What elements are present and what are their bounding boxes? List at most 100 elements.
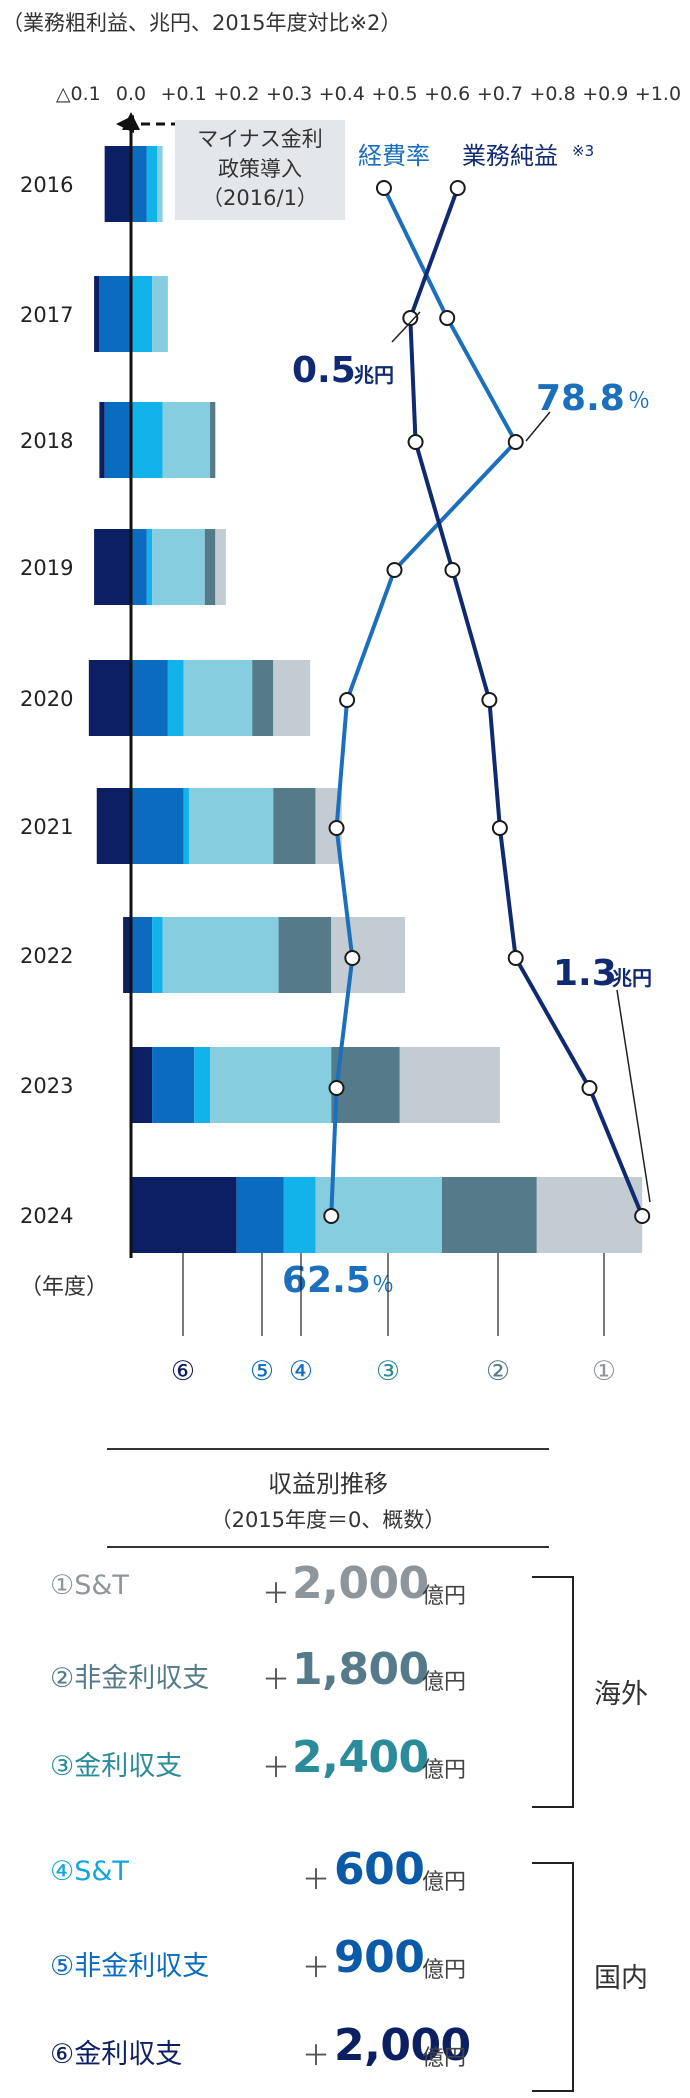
overseas-label: 海外 bbox=[594, 1679, 648, 1710]
row-plus: ＋ bbox=[302, 1863, 331, 1896]
bar-segment bbox=[283, 1177, 316, 1253]
table-subtitle: （2015年度＝0、概数） bbox=[210, 1508, 446, 1532]
year-label: 2017 bbox=[20, 303, 73, 327]
bar-segment bbox=[99, 402, 105, 478]
x-tick-label: +0.1 bbox=[161, 83, 207, 105]
bar-segment bbox=[183, 660, 253, 736]
segment-callout-number: ② bbox=[486, 1356, 510, 1387]
bar-segment bbox=[131, 146, 147, 222]
series-point bbox=[481, 692, 498, 708]
table-title: 収益別推移 bbox=[268, 1470, 388, 1498]
x-tick-label: +0.3 bbox=[266, 83, 312, 105]
bar-segment bbox=[188, 788, 274, 864]
bar-segment bbox=[536, 1177, 643, 1253]
row-plus: ＋ bbox=[262, 1663, 291, 1696]
row-label: ⑥金利収支 bbox=[50, 2039, 183, 2070]
bar-segment bbox=[88, 660, 131, 736]
series-point bbox=[634, 1208, 651, 1224]
domestic-bracket bbox=[532, 1862, 574, 2092]
bar-segment bbox=[131, 402, 163, 478]
bar-segment bbox=[210, 1047, 332, 1123]
callout-net-2024-value: 1.3 bbox=[553, 953, 617, 994]
callout-net-2017-unit: 兆円 bbox=[354, 363, 394, 387]
bar-segment bbox=[94, 529, 131, 605]
callout-ratio-2018-unit: ％ bbox=[628, 389, 650, 414]
line-legend: 経費率 業務純益 ※3 bbox=[358, 142, 594, 170]
policy-box bbox=[175, 120, 345, 220]
year-label: 2019 bbox=[20, 556, 73, 580]
series-point bbox=[328, 1080, 345, 1096]
row-plus: ＋ bbox=[302, 1951, 331, 1984]
x-axis-ticks: △0.1 0.0 +0.1 +0.2 +0.3 +0.4 +0.5 +0.6 +0.7 +0.8 +… bbox=[56, 83, 681, 105]
row-value: 900 bbox=[334, 1932, 425, 1983]
callout-ratio-2018-value: 78.8 bbox=[536, 378, 625, 419]
bar-segment bbox=[441, 1177, 537, 1253]
callout-ratio-2024-value: 62.5 bbox=[282, 1260, 371, 1301]
bar-segment bbox=[194, 1047, 211, 1123]
x-tick-label: +0.8 bbox=[530, 83, 576, 105]
row-unit: 億円 bbox=[422, 1958, 467, 1983]
x-tick-label: +0.4 bbox=[319, 83, 365, 105]
policy-line-1: マイナス金利 bbox=[197, 127, 323, 151]
bar-segment bbox=[146, 529, 153, 605]
year-label: 2024 bbox=[20, 1204, 73, 1228]
segment-callout-number: ⑥ bbox=[171, 1356, 195, 1387]
row-value: 2,400 bbox=[292, 1732, 429, 1783]
bar-segment bbox=[204, 529, 216, 605]
series-point bbox=[386, 562, 403, 578]
segment-callout-number: ① bbox=[592, 1356, 616, 1387]
revenue-chart: （業務粗利益、兆円、2015年度対比※2） △0.1 0.0 +0.1 +0.2 +0.… bbox=[2, 11, 681, 1387]
bar-segment bbox=[131, 1047, 153, 1123]
row-unit: 億円 bbox=[422, 1670, 467, 1695]
series-point bbox=[449, 180, 466, 196]
callout-ratio-2024-unit: ％ bbox=[372, 1273, 394, 1298]
bar-segment bbox=[152, 529, 205, 605]
row-label: ④S&T bbox=[50, 1856, 129, 1887]
segment-callout-number: ④ bbox=[289, 1356, 313, 1387]
x-tick-label: +0.6 bbox=[424, 83, 470, 105]
row-label: ⑤非金利収支 bbox=[50, 1951, 210, 1982]
row-value: 2,000 bbox=[292, 1558, 429, 1609]
year-labels: 2016 2017 2018 2019 2020 2021 2022 2023 2024 bbox=[20, 173, 73, 1228]
callout-net-2024-unit: 兆円 bbox=[612, 966, 652, 990]
bar-segment bbox=[331, 917, 406, 993]
series-point bbox=[507, 950, 524, 966]
x-tick-label: △0.1 bbox=[56, 83, 101, 105]
revenue-table: 収益別推移 （2015年度＝0、概数） ①S&T ＋ 2,000 億円 ②非金利収支＋ 1… bbox=[0, 1440, 690, 2092]
bar-segment bbox=[131, 660, 168, 736]
bar-segment bbox=[131, 788, 184, 864]
segment-callout-number: ③ bbox=[376, 1356, 400, 1387]
series-point bbox=[339, 692, 356, 708]
row-plus: ＋ bbox=[262, 1751, 291, 1784]
line-series bbox=[323, 180, 651, 1224]
row-label: ③金利収支 bbox=[50, 1751, 183, 1782]
bar-segment bbox=[104, 402, 131, 478]
x-tick-label: 0.0 bbox=[116, 83, 146, 105]
series-point bbox=[439, 310, 456, 326]
row-unit: 億円 bbox=[422, 1584, 467, 1609]
bar-segment bbox=[96, 788, 131, 864]
series-point bbox=[375, 180, 392, 196]
series-point bbox=[507, 434, 524, 450]
x-tick-label: +0.5 bbox=[371, 83, 417, 105]
bar-stacks bbox=[88, 146, 643, 1253]
leader-2024 bbox=[616, 989, 651, 1203]
series-point bbox=[444, 562, 461, 578]
row-value: 1,800 bbox=[292, 1644, 429, 1695]
series-point bbox=[581, 1080, 598, 1096]
year-label: 2018 bbox=[20, 429, 73, 453]
x-tick-label: +1.0 bbox=[635, 83, 681, 105]
bar-segment bbox=[131, 1177, 237, 1253]
row-plus: ＋ bbox=[262, 1577, 291, 1610]
year-label: 2022 bbox=[20, 944, 73, 968]
bar-segment bbox=[278, 917, 332, 993]
bar-segment bbox=[162, 917, 279, 993]
x-tick-label: +0.9 bbox=[582, 83, 628, 105]
legend-net-profit-note: ※3 bbox=[572, 142, 594, 160]
row-value: 2,000 bbox=[334, 2020, 471, 2071]
x-tick-label: +0.7 bbox=[477, 83, 523, 105]
row-unit: 億円 bbox=[422, 1870, 467, 1895]
row-plus: ＋ bbox=[302, 2039, 331, 2072]
row-value: 600 bbox=[334, 1844, 425, 1895]
year-label: 2020 bbox=[20, 687, 73, 711]
